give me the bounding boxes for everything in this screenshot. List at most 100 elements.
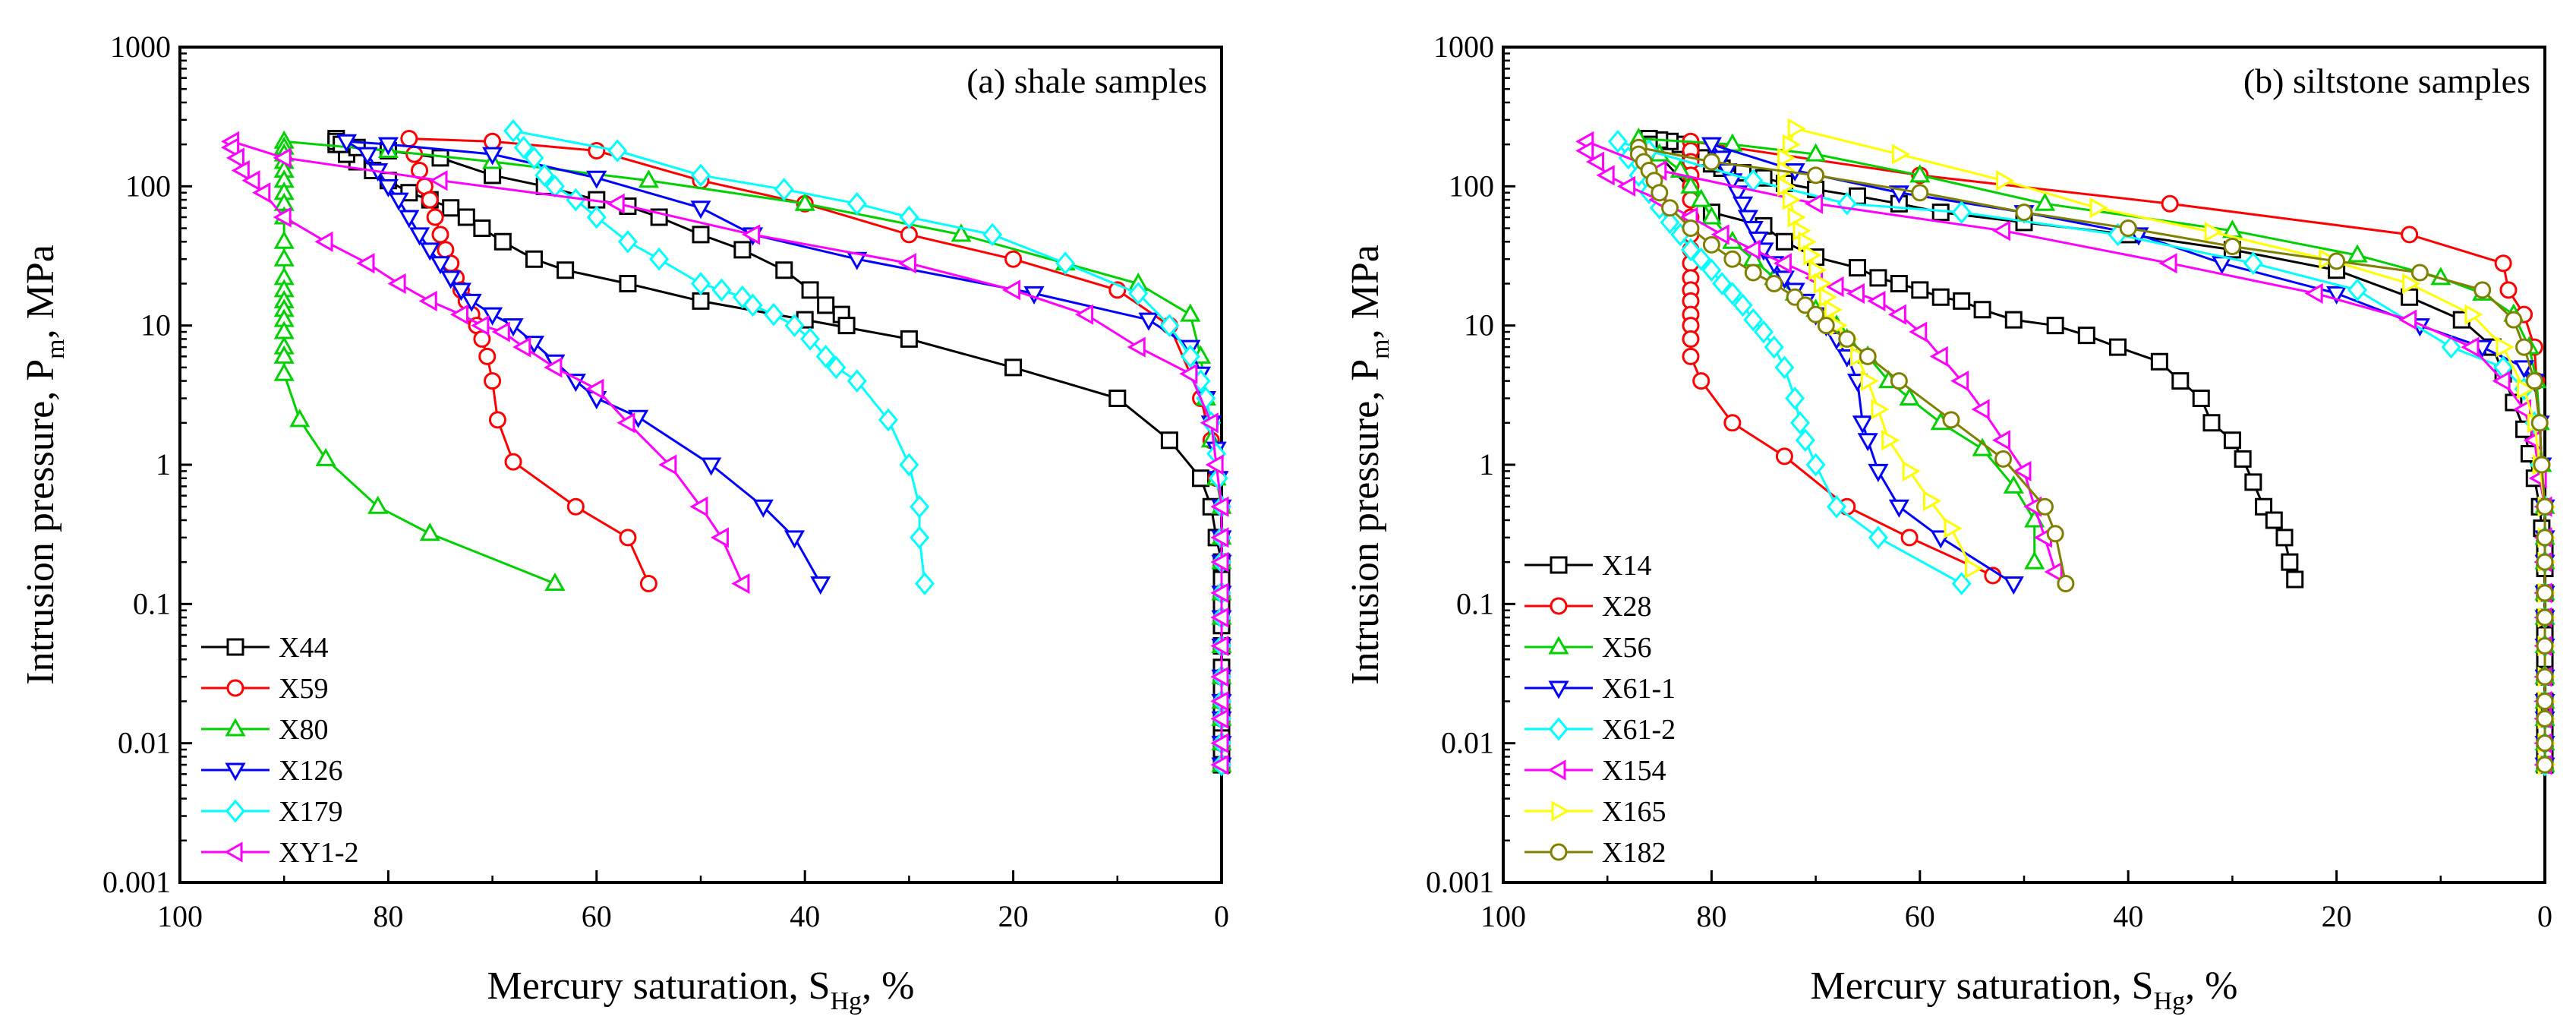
series-X126 xyxy=(336,134,1232,776)
data-point-X154 xyxy=(1575,140,1594,162)
data-point-X80 xyxy=(315,447,336,466)
data-point-XY1-2 xyxy=(449,304,468,325)
data-point-X61-1 xyxy=(1748,231,1769,250)
data-point-X59 xyxy=(484,132,502,150)
data-point-X44 xyxy=(692,226,710,244)
series-b xyxy=(1575,118,2556,777)
data-point-X165 xyxy=(1803,245,1822,266)
series-a xyxy=(221,119,1232,777)
data-point-XY1-2 xyxy=(658,454,677,475)
data-point-X182 xyxy=(2536,637,2554,655)
ticks-a: 100 80 60 40 20 0 0.001 0.01 0.1 1 10 100 1000 xyxy=(102,30,1229,933)
data-point-X154 xyxy=(2044,561,2063,582)
data-point-X182 xyxy=(1807,305,1825,324)
data-point-X14 xyxy=(1890,274,1908,292)
data-point-X59 xyxy=(426,208,444,226)
x-tick-label: 60 xyxy=(582,899,612,933)
data-point-X44 xyxy=(619,274,637,292)
panel-b-siltstone: 100 80 60 40 20 0 0.001 0.01 0.1 1 10 100 1000 (b) s… xyxy=(1344,30,2556,1015)
series-line-X179 xyxy=(510,129,1223,765)
legend-label: X59 xyxy=(279,673,328,705)
legend-b: X14 X28 X56 X61-1 X61-2 X154 X165 X182 xyxy=(1524,550,1676,869)
data-point-X154 xyxy=(1773,253,1792,274)
data-point-X44 xyxy=(588,191,606,209)
data-point-X61-1 xyxy=(1742,221,1764,240)
data-point-X165 xyxy=(1777,175,1796,197)
data-point-X179 xyxy=(910,526,930,550)
data-point-XY1-2 xyxy=(1210,582,1229,604)
legend-marker xyxy=(225,718,246,737)
data-point-X182 xyxy=(1807,166,1825,185)
data-point-X61-2 xyxy=(1722,282,1742,305)
data-point-X80 xyxy=(544,572,566,592)
series-X44 xyxy=(327,130,1231,774)
data-point-X154 xyxy=(1711,224,1729,245)
data-point-X179 xyxy=(711,278,732,302)
panel-title-a: (a) shale samples xyxy=(966,62,1207,100)
data-point-X126 xyxy=(377,178,399,197)
data-point-X61-2 xyxy=(1774,355,1795,380)
legend-label: X154 xyxy=(1602,755,1666,787)
legend-label: XY1-2 xyxy=(279,837,359,869)
data-point-X182 xyxy=(1661,199,1679,217)
x-tick-label: 80 xyxy=(1696,899,1726,933)
data-point-XY1-2 xyxy=(1210,666,1229,687)
data-point-X154 xyxy=(1992,220,2011,241)
data-point-X28 xyxy=(1682,330,1700,348)
data-point-X179 xyxy=(910,494,930,519)
data-point-X182 xyxy=(2410,264,2429,282)
legend-label: X80 xyxy=(279,714,328,746)
data-point-X154 xyxy=(1992,430,2011,451)
legend-item-X14: X14 xyxy=(1524,550,1651,582)
data-point-X61-1 xyxy=(2003,576,2024,595)
legend-item-XY1-2: XY1-2 xyxy=(201,837,359,869)
data-point-X182 xyxy=(2536,734,2554,753)
data-point-X179 xyxy=(847,369,867,393)
data-point-X154 xyxy=(1596,165,1615,186)
data-point-X182 xyxy=(2525,372,2543,390)
data-point-X14 xyxy=(2265,511,2283,529)
legend-item-X61-1: X61-1 xyxy=(1524,673,1676,705)
series-X154 xyxy=(1575,131,2552,775)
data-point-X179 xyxy=(800,327,821,351)
data-point-X44 xyxy=(1160,431,1178,450)
data-point-X182 xyxy=(1942,411,1960,429)
data-point-X61-1 xyxy=(1857,433,1878,452)
data-point-X80 xyxy=(289,409,311,428)
data-point-X44 xyxy=(1108,390,1127,408)
data-point-XY1-2 xyxy=(616,412,635,434)
data-point-X165 xyxy=(1891,144,1910,165)
data-point-X182 xyxy=(1682,219,1700,238)
legend-label: X182 xyxy=(1602,837,1666,869)
panel-a-shale: 100 80 60 40 20 0 0.001 0.01 0.1 1 10 100 1000 (a) s… xyxy=(19,30,1232,1015)
data-point-XY1-2 xyxy=(356,253,375,274)
data-point-X44 xyxy=(473,219,491,238)
data-point-X59 xyxy=(484,372,502,390)
data-point-X179 xyxy=(534,163,555,188)
data-point-X59 xyxy=(639,575,657,593)
data-point-X28 xyxy=(2494,254,2512,273)
data-point-X165 xyxy=(1944,518,1963,539)
data-point-X165 xyxy=(1813,273,1833,295)
legend-marker xyxy=(1548,680,1569,699)
data-point-X182 xyxy=(2474,281,2492,299)
data-point-X61-1 xyxy=(1732,196,1754,215)
legend-marker xyxy=(1548,636,1569,655)
data-point-X182 xyxy=(2515,338,2533,356)
series-line-XY1-2 xyxy=(231,140,1223,765)
data-point-X179 xyxy=(878,408,898,432)
data-point-X165 xyxy=(1881,430,1900,451)
data-point-X126 xyxy=(586,170,607,189)
y-tick-label: 1000 xyxy=(1433,30,1494,64)
data-point-X14 xyxy=(1973,301,1991,319)
data-point-X126 xyxy=(1138,312,1159,331)
data-point-X80 xyxy=(794,192,815,211)
legend-label: X179 xyxy=(279,796,342,828)
data-point-X126 xyxy=(408,227,430,246)
data-point-X126 xyxy=(357,147,378,166)
legend-item-X28: X28 xyxy=(1524,591,1651,623)
data-point-X165 xyxy=(1996,170,2015,191)
legend-label: X61-2 xyxy=(1602,714,1676,746)
data-point-X61-1 xyxy=(1888,499,1909,518)
data-point-X182 xyxy=(2057,575,2075,593)
